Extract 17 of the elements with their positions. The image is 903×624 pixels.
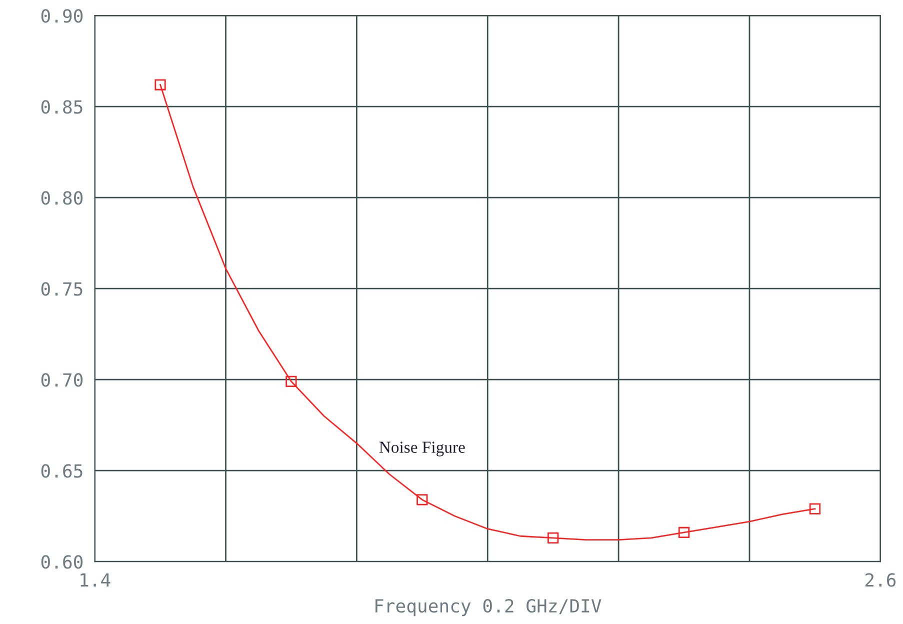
x-axis-title: Frequency 0.2 GHz/DIV	[376, 598, 602, 616]
y-tick-label: 0.60	[41, 555, 83, 569]
point	[678, 526, 690, 538]
point	[548, 532, 559, 544]
point	[154, 79, 166, 90]
y-tick-label: 0.75	[41, 282, 82, 296]
x-tick-label: 1.4	[80, 573, 110, 587]
y-tick-label: 0.65	[41, 464, 82, 478]
point	[416, 494, 428, 506]
y-tick-label: 0.85	[41, 100, 82, 114]
y-tick-label: 0.90	[41, 9, 83, 23]
point	[286, 376, 297, 387]
series-label: Noise Figure	[379, 442, 465, 456]
y-tick-label: 0.70	[41, 373, 83, 387]
point	[809, 503, 821, 514]
y-tick-label: 0.80	[41, 191, 83, 205]
x-tick-label: 2.6	[865, 573, 896, 587]
